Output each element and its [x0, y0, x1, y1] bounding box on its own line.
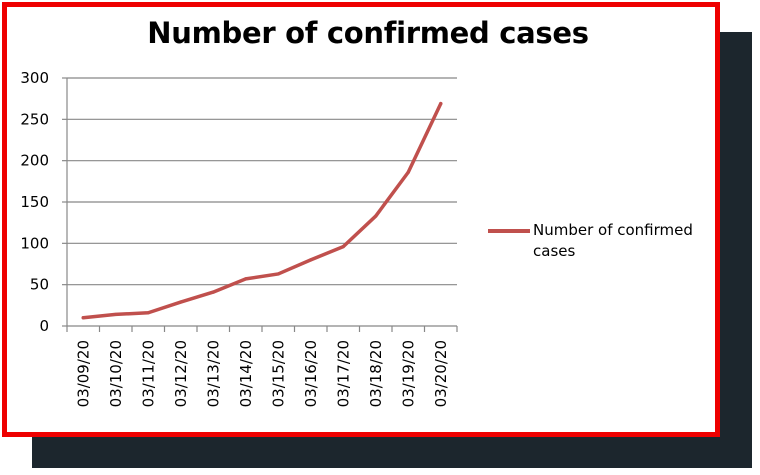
x-tick-label: 03/14/20	[237, 340, 255, 407]
x-tick-label: 03/09/20	[74, 340, 92, 407]
y-tick-label: 250	[20, 110, 49, 128]
legend-label: Number of confirmed cases	[533, 221, 693, 260]
x-tick-label: 03/17/20	[334, 340, 352, 407]
x-tick-label: 03/20/20	[432, 340, 450, 407]
data-point	[146, 311, 150, 315]
gridlines	[67, 77, 457, 286]
data-point	[276, 272, 280, 276]
y-tick-label: 150	[20, 193, 49, 211]
x-tick-label: 03/16/20	[302, 340, 320, 407]
legend: Number of confirmed cases	[488, 220, 728, 270]
x-tick-label: 03/11/20	[139, 340, 157, 407]
chart-title: Number of confirmed cases	[147, 16, 589, 50]
y-tick-label: 100	[20, 234, 49, 252]
x-tick-label: 03/18/20	[367, 340, 385, 407]
data-point	[244, 277, 248, 281]
x-tick-label: 03/10/20	[107, 340, 125, 407]
data-point	[341, 245, 345, 249]
x-tick-label: 03/19/20	[399, 340, 417, 407]
data-point	[374, 214, 378, 218]
data-point	[179, 300, 183, 304]
x-tick-labels: 03/09/20 03/10/20 03/11/20 03/12/20 03/13/20…	[74, 340, 450, 407]
data-point	[406, 170, 410, 174]
y-tick-label: 50	[30, 276, 49, 294]
data-point	[309, 258, 313, 262]
axes	[62, 77, 458, 332]
chart-frame	[2, 2, 720, 437]
legend-swatch	[488, 229, 530, 233]
series-line	[81, 101, 443, 320]
x-tick-label: 03/12/20	[172, 340, 190, 407]
data-point	[439, 102, 443, 106]
data-point	[114, 312, 118, 317]
x-tick-label: 03/15/20	[269, 340, 287, 407]
y-tick-label: 0	[39, 317, 49, 335]
x-tick-label: 03/13/20	[204, 340, 222, 407]
y-tick-labels: 0 50 100 150 200 250 300	[20, 69, 49, 335]
y-tick-label: 300	[20, 69, 49, 87]
data-point	[211, 290, 215, 294]
series-group	[81, 101, 443, 320]
y-tick-label: 200	[20, 152, 49, 170]
data-point	[81, 316, 85, 320]
